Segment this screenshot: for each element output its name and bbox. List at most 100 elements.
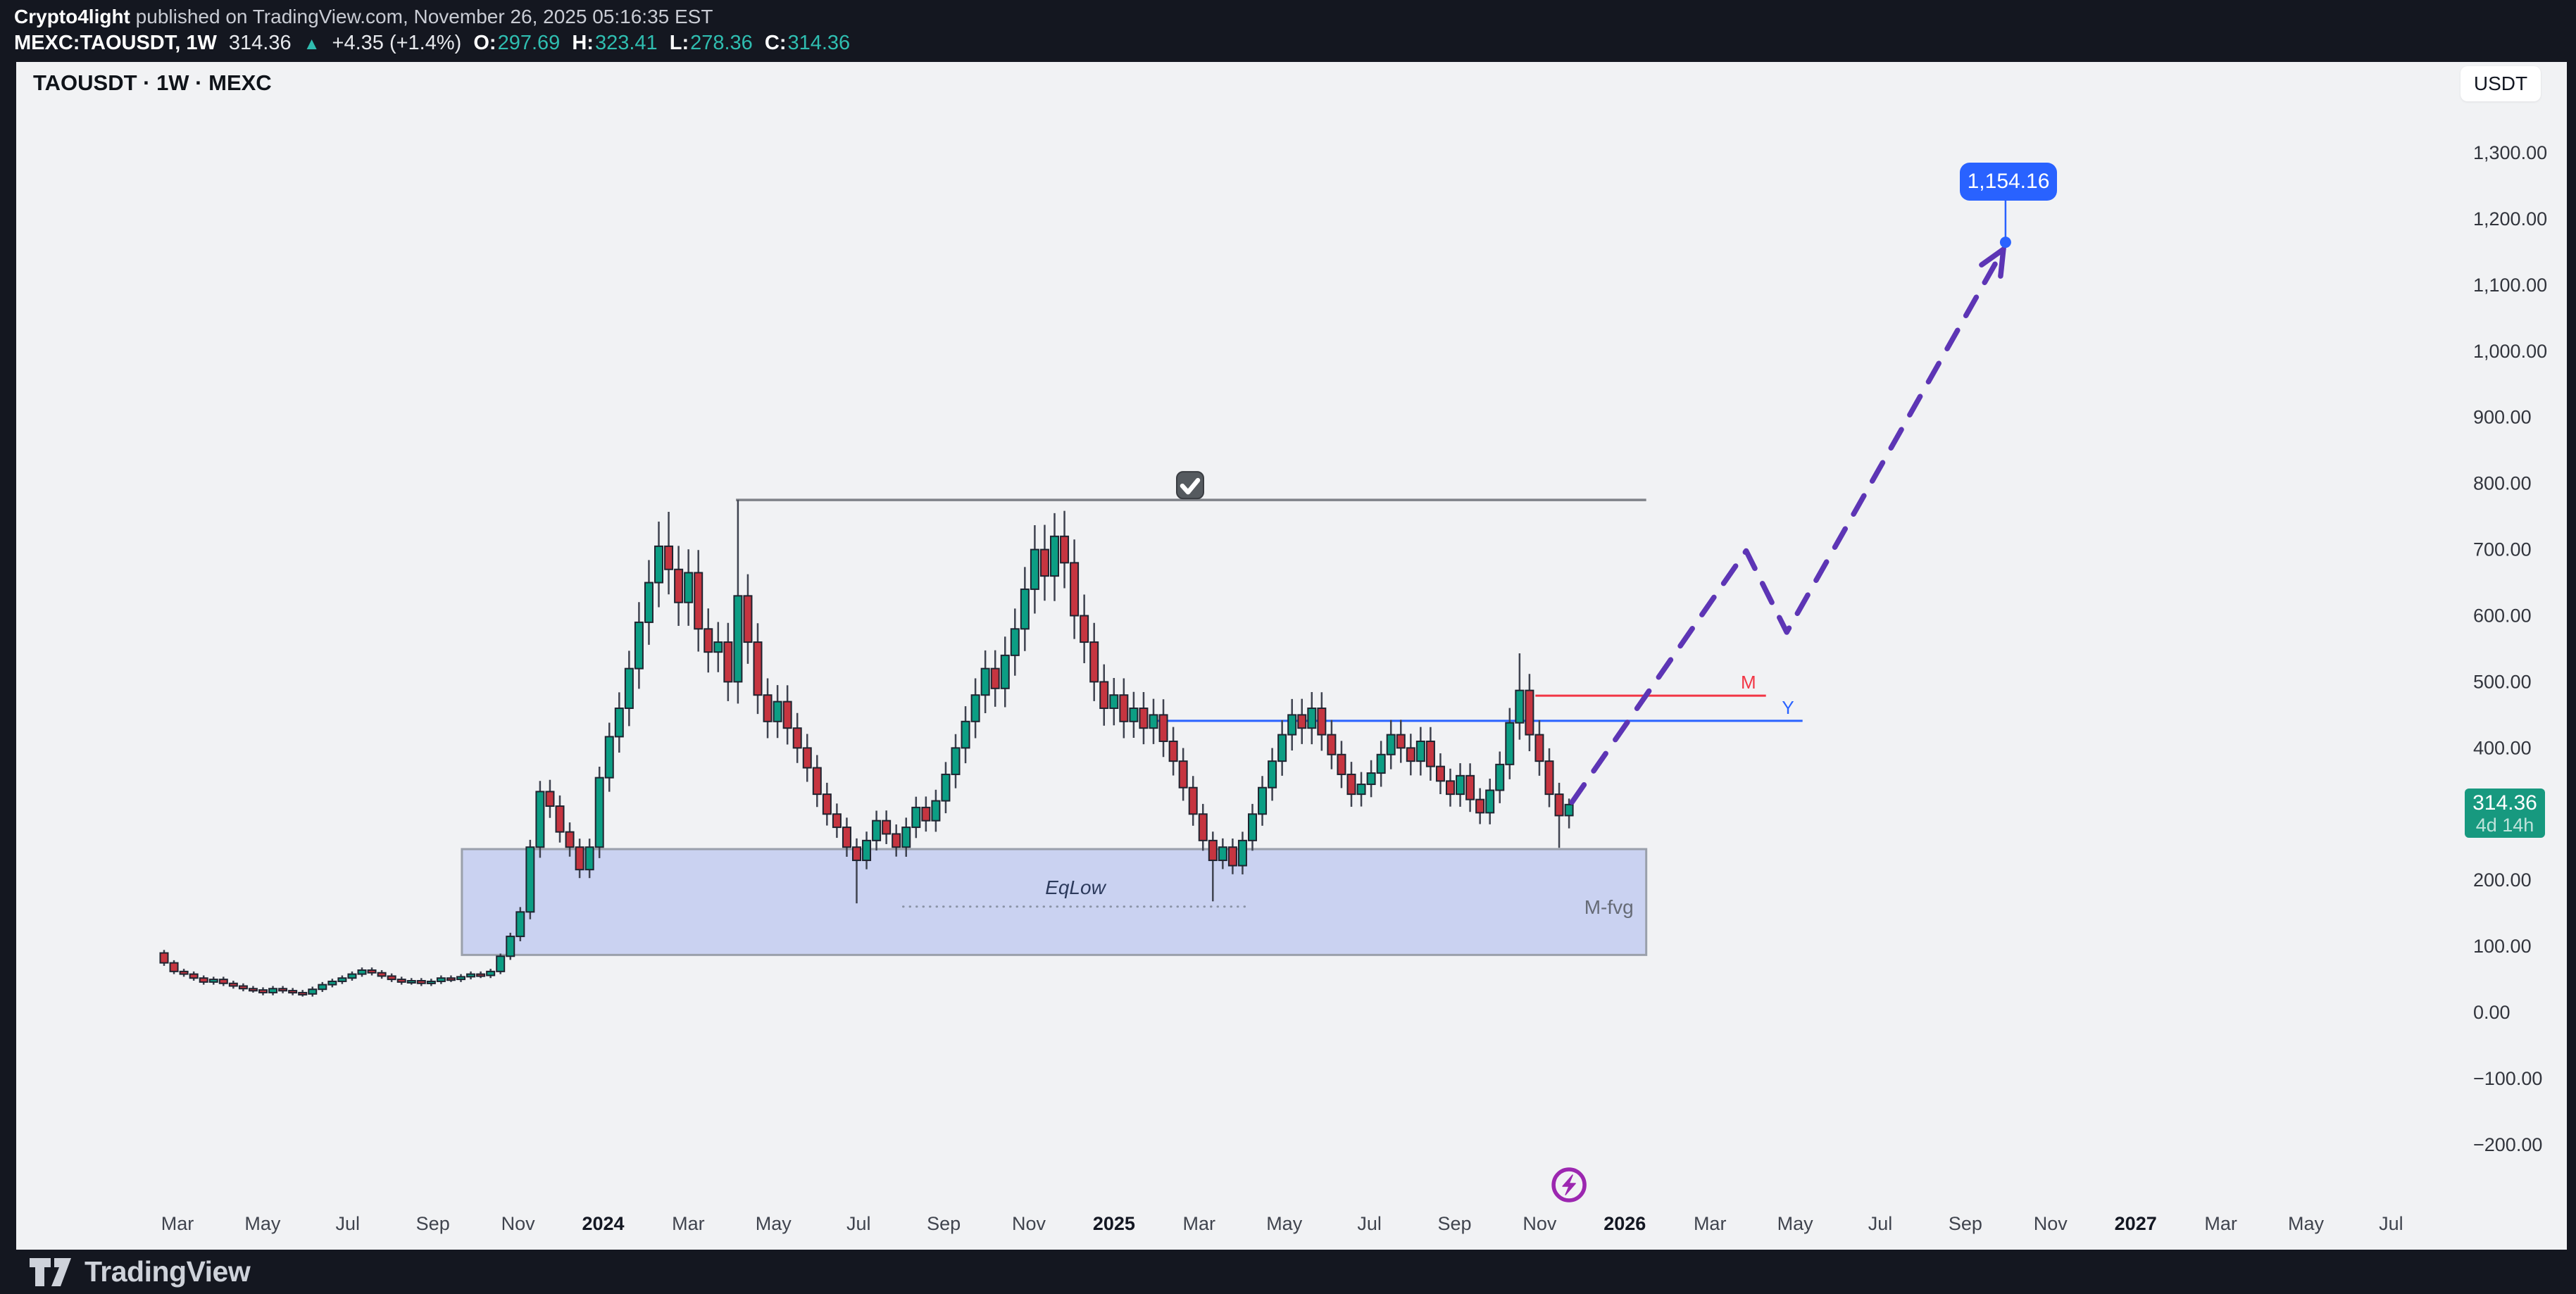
time-tick-label: 2027 <box>2115 1213 2157 1234</box>
candles-layer <box>159 500 1574 997</box>
candle <box>822 782 832 826</box>
candle <box>1129 691 1139 739</box>
tradingview-logo[interactable] <box>28 1256 73 1288</box>
price-scale[interactable]: 1,300.00 1,200.00 1,100.00 1,000.00 900.00 80… <box>2473 142 2547 1155</box>
candle <box>1089 622 1099 701</box>
candle <box>713 622 723 672</box>
monthly-level-label: M <box>1741 672 1756 693</box>
candle <box>1475 788 1485 824</box>
candle <box>1505 708 1515 779</box>
candle <box>1020 567 1030 651</box>
candle <box>1386 720 1396 770</box>
candle <box>1000 636 1010 708</box>
candle <box>367 967 377 976</box>
candle <box>812 755 822 808</box>
candle <box>1248 803 1257 851</box>
candle <box>1515 653 1525 740</box>
fvg-box[interactable] <box>461 848 1648 956</box>
candle <box>1227 838 1237 874</box>
candle <box>575 838 584 879</box>
candle <box>931 789 941 832</box>
time-tick-label: Nov <box>501 1213 536 1234</box>
candle <box>1346 762 1356 807</box>
eqlow-label: EqLow <box>1045 877 1106 898</box>
target-anchor-dot <box>1999 237 2011 249</box>
time-tick-label: Mar <box>2204 1213 2237 1234</box>
time-tick-label: May <box>244 1213 281 1234</box>
candle <box>802 734 812 782</box>
candle <box>535 781 545 858</box>
candle <box>594 767 604 858</box>
candle <box>1030 524 1039 614</box>
publish-line: Crypto4light published on TradingView.co… <box>14 4 856 30</box>
candle <box>357 967 367 977</box>
time-tick-label: Nov <box>2034 1213 2068 1234</box>
time-tick-label: May <box>756 1213 792 1234</box>
candle <box>832 803 842 838</box>
candle <box>723 622 733 701</box>
candle <box>1119 678 1129 739</box>
price-tick-label: 200.00 <box>2473 869 2532 891</box>
candle <box>1406 734 1415 776</box>
time-tick-label: Sep <box>1949 1213 1982 1234</box>
candle <box>1287 698 1297 751</box>
close-label: C: <box>764 32 787 54</box>
projection-arrowhead <box>1979 244 2007 279</box>
candle <box>1158 699 1168 758</box>
time-scale[interactable]: Mar May Jul Sep Nov 2024 Mar May Jul Sep Nov 2025 Ma… <box>161 1213 2403 1234</box>
candle <box>308 986 318 997</box>
candle <box>1485 779 1495 824</box>
currency-badge[interactable]: USDT <box>2461 66 2541 101</box>
candle <box>674 546 684 627</box>
candle <box>189 971 199 981</box>
candle <box>486 969 496 979</box>
candle <box>1060 510 1070 589</box>
chart-card <box>16 62 2567 1250</box>
candle <box>179 969 189 977</box>
candle <box>515 907 525 941</box>
candle <box>1337 741 1346 789</box>
time-tick-label: Sep <box>1437 1213 1471 1234</box>
candle <box>238 983 248 992</box>
price-tick-label: 100.00 <box>2473 936 2532 957</box>
candle <box>1544 748 1554 808</box>
time-tick-label: Mar <box>1694 1213 1727 1234</box>
target-price-label[interactable]: 1,154.16 <box>1960 163 2057 201</box>
candle <box>555 795 565 843</box>
candle <box>347 971 357 981</box>
candle <box>941 762 951 814</box>
projection-path[interactable] <box>1569 246 2006 805</box>
price-tick-label: 1,100.00 <box>2473 275 2547 296</box>
price-tick-label: −100.00 <box>2473 1068 2542 1089</box>
yearly-level-label: Y <box>1782 697 1794 718</box>
low-value: 278.36 <box>690 32 753 54</box>
candle <box>268 986 278 995</box>
lightning-icon[interactable] <box>1551 1167 1587 1202</box>
candle <box>951 734 961 789</box>
candle <box>525 839 535 919</box>
candle <box>169 960 179 974</box>
check-mark-icon[interactable] <box>1176 471 1204 500</box>
candle <box>1495 751 1505 803</box>
chart-symbol-title: TAOUSDT · 1W · MEXC <box>33 70 272 95</box>
candle <box>565 822 575 857</box>
candle <box>694 550 704 652</box>
price-tick-label: 1,000.00 <box>2473 341 2547 362</box>
candle <box>248 986 258 993</box>
candle <box>159 950 169 966</box>
candle <box>327 979 337 988</box>
time-tick-label: 2025 <box>1093 1213 1135 1234</box>
candle <box>1465 763 1475 812</box>
candle <box>416 978 426 986</box>
candle <box>1564 798 1574 829</box>
candle <box>258 987 268 995</box>
close-value: 314.36 <box>787 32 851 54</box>
candle <box>842 817 851 857</box>
candle <box>446 975 456 982</box>
time-tick-label: Nov <box>1523 1213 1557 1234</box>
time-tick-label: Jul <box>846 1213 871 1234</box>
candle <box>1307 692 1317 745</box>
candle <box>456 974 465 982</box>
price-tick-label: 700.00 <box>2473 539 2532 560</box>
